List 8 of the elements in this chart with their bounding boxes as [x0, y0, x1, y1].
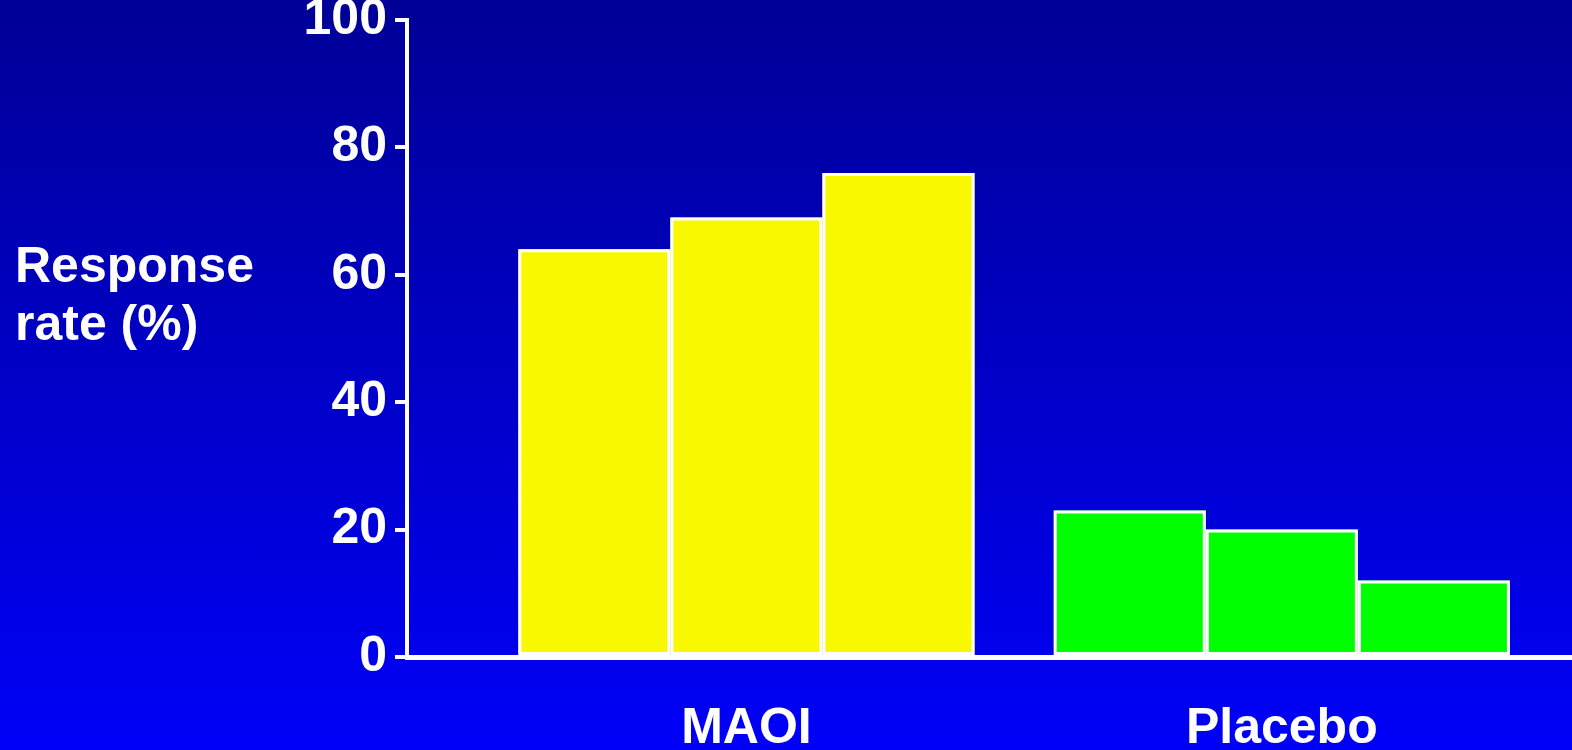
y-tick-label: 60 [331, 243, 387, 300]
y-tick-label: 40 [331, 370, 387, 427]
y-tick-label: 80 [331, 116, 387, 173]
y-tick-label: 20 [331, 498, 387, 555]
y-axis-title: Response rate (%) [15, 237, 254, 351]
x-tick-label: Placebo [1185, 697, 1378, 750]
x-tick-label: MAOI [681, 697, 812, 750]
y-tick-label: 0 [359, 625, 387, 682]
